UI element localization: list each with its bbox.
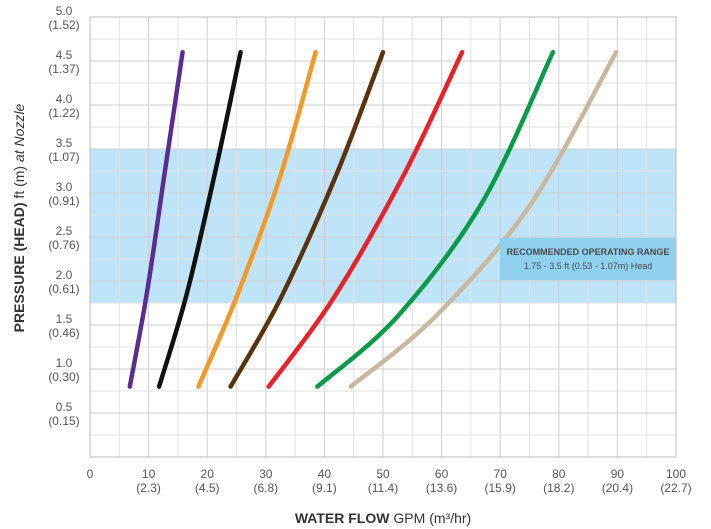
x-axis-title-bold: WATER FLOW xyxy=(295,510,390,526)
y-tick-sublabel: (0.15) xyxy=(48,414,79,428)
y-tick-sublabel: (1.52) xyxy=(48,18,79,32)
series-group xyxy=(127,49,619,389)
x-tick-sublabel: (2.3) xyxy=(136,481,161,495)
y-tick-sublabel: (0.91) xyxy=(48,194,79,208)
x-axis-title: WATER FLOW GPM (m³/hr) xyxy=(295,510,471,526)
x-tick-label: 10 xyxy=(142,467,156,481)
y-axis-title-units: ft (m) xyxy=(11,166,27,203)
y-tick-label: 4.5 xyxy=(56,48,73,62)
x-tick-label: 0 xyxy=(87,467,94,481)
series-curve-5 xyxy=(266,49,465,389)
y-axis-title-bold: PRESSURE (HEAD) xyxy=(11,202,27,332)
x-tick-sublabel: (20.4) xyxy=(602,481,633,495)
x-tick-label: 80 xyxy=(552,467,566,481)
x-tick-sublabel: (13.6) xyxy=(426,481,457,495)
y-tick-label: 3.0 xyxy=(56,180,73,194)
x-tick-sublabel: (9.1) xyxy=(312,481,337,495)
recommended-range-label: RECOMMENDED OPERATING RANGE 1.75 - 3.5 f… xyxy=(500,238,676,280)
x-tick-sublabel: (4.5) xyxy=(195,481,220,495)
plot-frame xyxy=(89,16,677,458)
y-axis-title-qualifier: at Nozzle xyxy=(11,103,27,165)
x-tick-label: 60 xyxy=(435,467,449,481)
x-axis-title-units: GPM (m³/hr) xyxy=(393,510,471,526)
y-tick-label: 1.0 xyxy=(56,356,73,370)
x-tick-label: 20 xyxy=(201,467,215,481)
y-tick-sublabel: (1.22) xyxy=(48,106,79,120)
y-axis-ticks: 0.5(0.15)1.0(0.30)1.5(0.46)2.0(0.61)2.5(… xyxy=(48,4,79,428)
series-curve-3 xyxy=(196,49,318,389)
y-tick-sublabel: (0.46) xyxy=(48,326,79,340)
x-tick-sublabel: (18.2) xyxy=(543,481,574,495)
y-tick-label: 2.0 xyxy=(56,268,73,282)
y-tick-sublabel: (0.76) xyxy=(48,238,79,252)
y-tick-label: 5.0 xyxy=(56,4,73,18)
y-tick-label: 4.0 xyxy=(56,92,73,106)
y-tick-label: 3.5 xyxy=(56,136,73,150)
x-axis-ticks: 0 10(2.3)20(4.5)30(6.8)40(9.1)50(11.4)60(… xyxy=(87,467,692,495)
x-tick-label: 50 xyxy=(376,467,390,481)
y-tick-label: 0.5 xyxy=(56,400,73,414)
x-tick-label: 90 xyxy=(611,467,625,481)
y-tick-label: 1.5 xyxy=(56,312,73,326)
grid xyxy=(89,16,677,458)
x-tick-label: 100 xyxy=(666,467,686,481)
x-tick-sublabel: (22.7) xyxy=(660,481,691,495)
series-curve-6 xyxy=(315,49,556,389)
x-tick-sublabel: (6.8) xyxy=(253,481,278,495)
y-tick-sublabel: (0.61) xyxy=(48,282,79,296)
x-tick-label: 70 xyxy=(494,467,508,481)
series-curve-2 xyxy=(156,49,243,389)
series-curve-4 xyxy=(228,49,386,389)
y-tick-sublabel: (1.37) xyxy=(48,62,79,76)
x-tick-sublabel: (11.4) xyxy=(368,481,398,495)
y-tick-label: 2.5 xyxy=(56,224,73,238)
series-curve-7 xyxy=(348,49,619,389)
series-curve-1 xyxy=(127,49,185,389)
y-tick-sublabel: (1.07) xyxy=(48,150,79,164)
y-axis-title: PRESSURE (HEAD) ft (m) at Nozzle xyxy=(11,103,27,332)
x-tick-label: 40 xyxy=(318,467,332,481)
range-label-subtitle: 1.75 - 3.5 ft (0.53 - 1.07m) Head xyxy=(524,261,653,271)
y-tick-sublabel: (0.30) xyxy=(48,370,79,384)
range-label-title: RECOMMENDED OPERATING RANGE xyxy=(507,247,670,257)
range-label-box xyxy=(500,238,676,280)
x-tick-sublabel: (15.9) xyxy=(485,481,516,495)
x-tick-label: 30 xyxy=(259,467,273,481)
